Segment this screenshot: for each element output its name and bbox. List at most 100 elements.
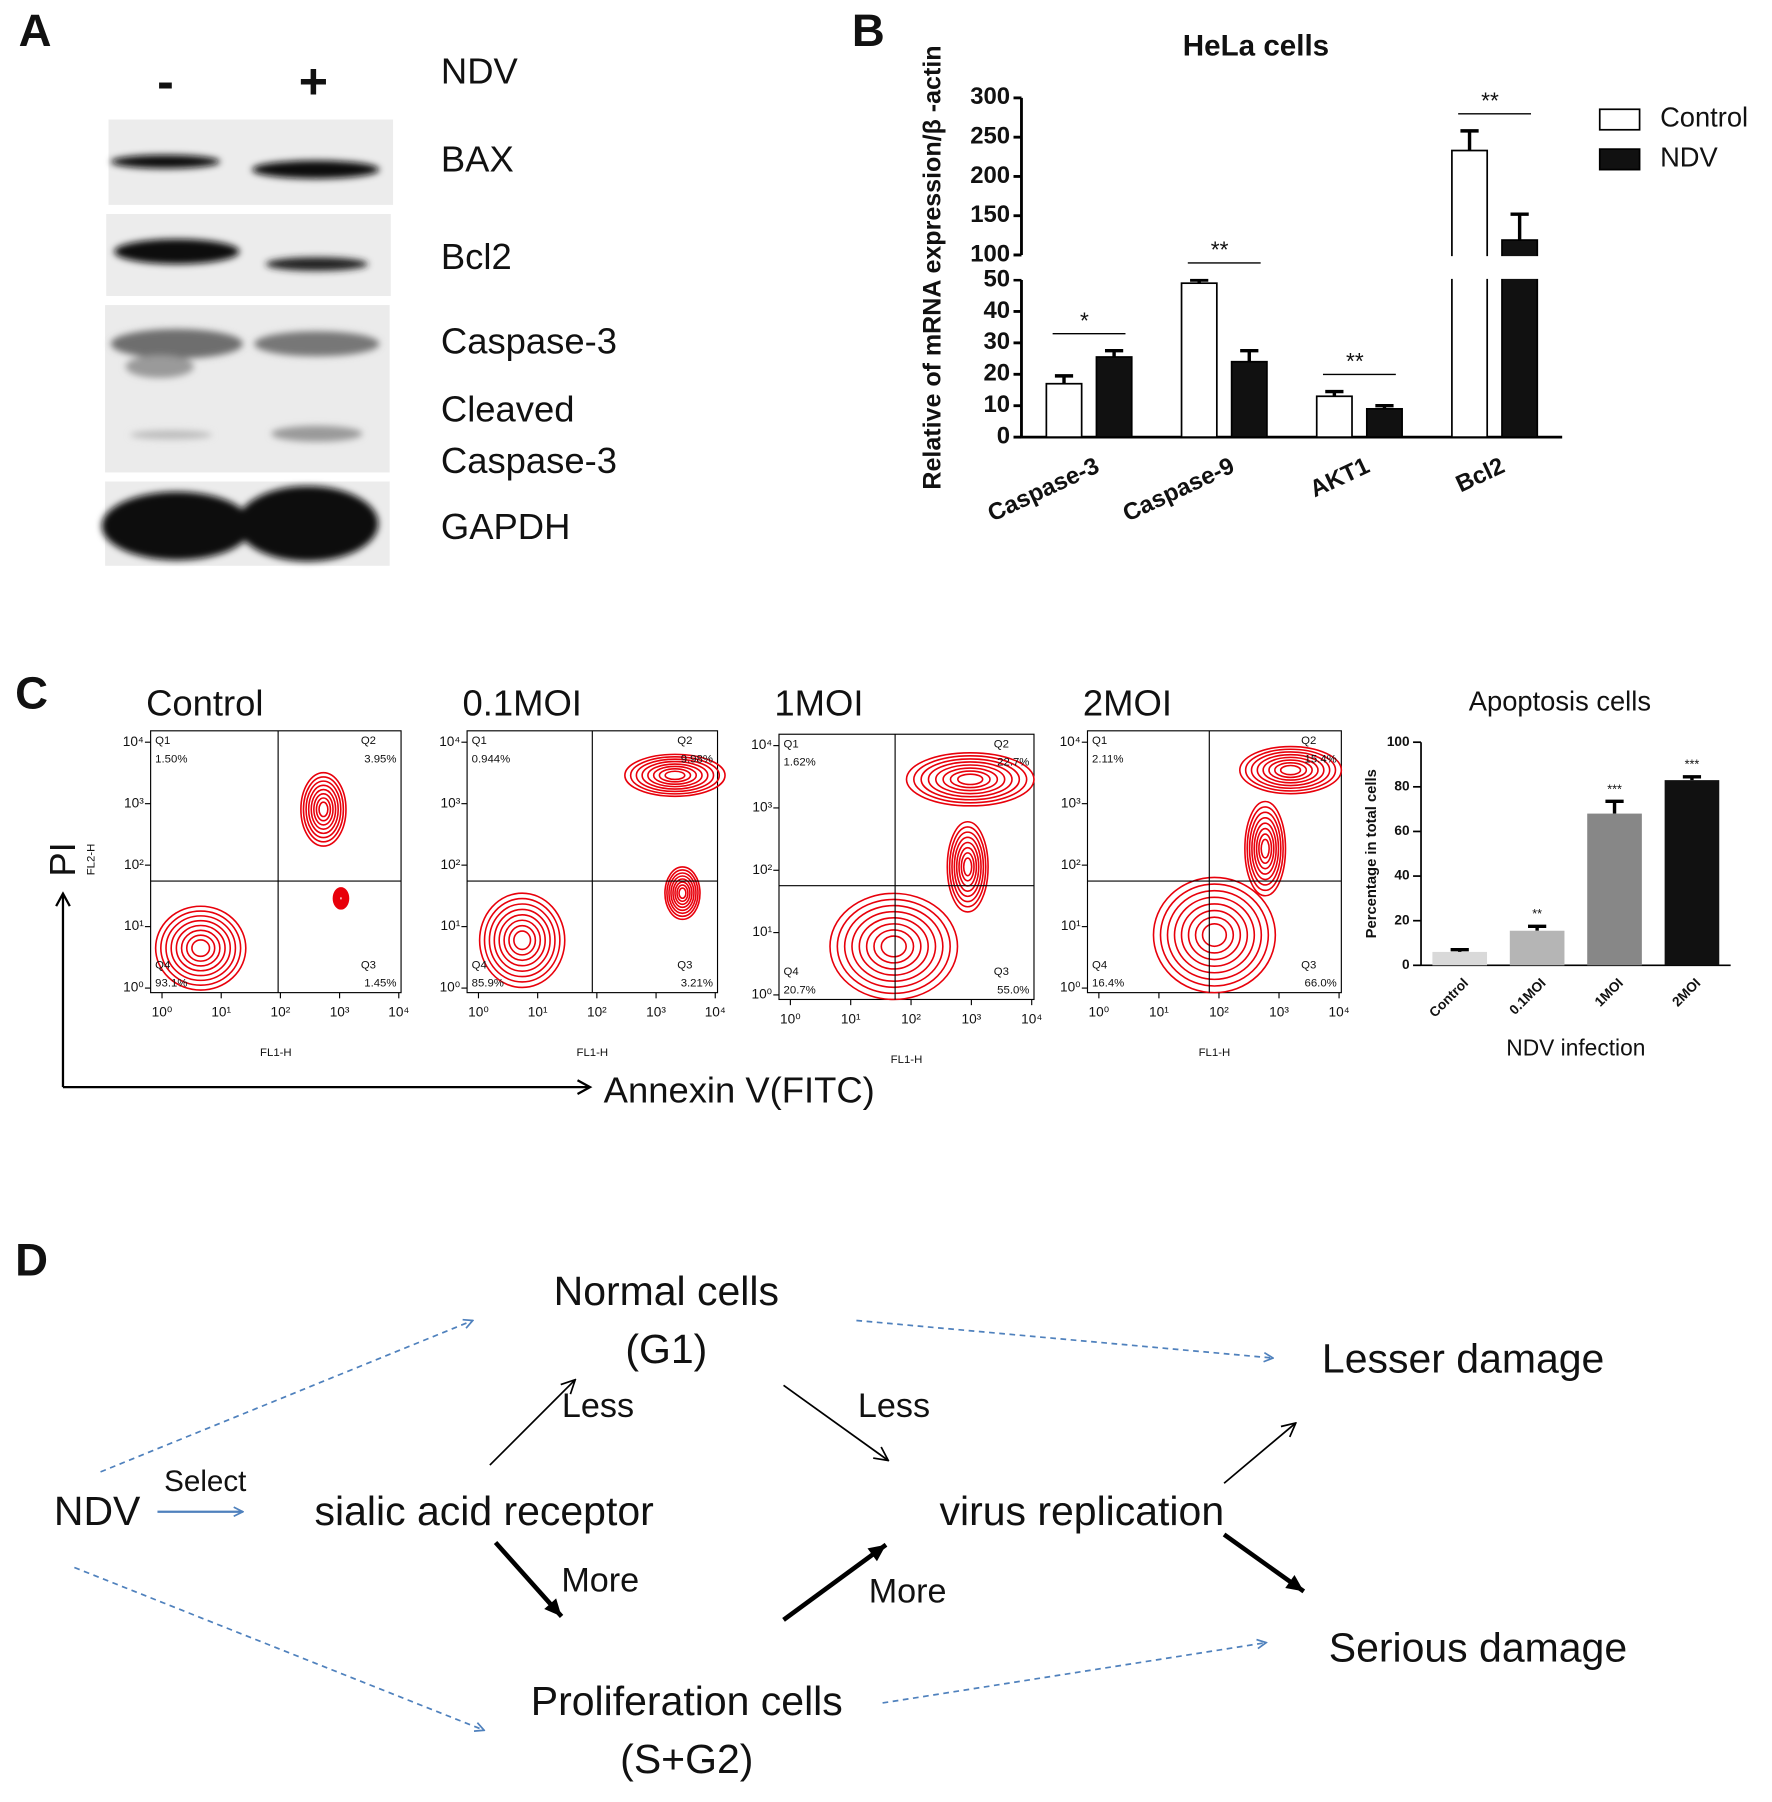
contour (641, 760, 709, 790)
quadrant-name: Q4 (155, 959, 170, 971)
y-tick-label: 0 (1402, 957, 1410, 972)
plot-frame (150, 730, 402, 994)
quadrant-name: Q1 (472, 735, 487, 747)
diagram-arrows (74, 1320, 1306, 1730)
quadrant-percent: 3.95% (364, 753, 396, 765)
contour (318, 801, 329, 818)
plot-title: 0.1MOI (463, 682, 582, 723)
x-tick-label: 10⁰ (152, 1005, 173, 1020)
contour (949, 770, 991, 789)
quadrant-name: Q2 (361, 735, 376, 747)
quadrant-name: Q2 (994, 738, 1009, 750)
quadrant-name: Q1 (155, 735, 170, 747)
contour (1194, 916, 1235, 954)
x-tick-label: 10¹ (211, 1005, 231, 1020)
contour (935, 764, 1006, 795)
contour (905, 752, 1035, 807)
contour (307, 784, 339, 835)
y-tick-label: 80 (1394, 778, 1410, 793)
y-axis-label: PI (42, 842, 83, 876)
y-tick-label: 10⁴ (751, 737, 772, 752)
contour (1255, 827, 1275, 870)
plot-x-label: FL1-H (260, 1047, 292, 1059)
y-tick-label: 250 (970, 122, 1010, 149)
contour (185, 934, 216, 962)
flow-axes (63, 894, 590, 1088)
y-tick-label: 10¹ (124, 918, 144, 933)
contour (1152, 876, 1277, 994)
contour (1159, 883, 1270, 987)
quadrant-name: Q2 (1301, 735, 1316, 747)
x-tick-label: 10⁴ (705, 1005, 726, 1020)
plot-frame (778, 733, 1035, 1001)
significance-label: ** (1481, 87, 1499, 113)
significance-label: ** (1532, 907, 1542, 921)
contour (664, 866, 701, 921)
legend-swatch (1598, 148, 1641, 171)
y-tick-label: 10³ (1061, 795, 1081, 810)
y-tick-label: 10⁴ (1060, 734, 1081, 749)
panel-label: B (852, 5, 885, 56)
contour (1279, 764, 1302, 776)
x-tick-label: Caspase-9 (1119, 452, 1239, 527)
blot-label: Bcl2 (441, 236, 512, 277)
bar (1315, 395, 1353, 438)
contour (1274, 761, 1308, 779)
x-tick-label: 10⁴ (1021, 1012, 1042, 1027)
quadrant-name: Q3 (1301, 959, 1316, 971)
blot-label: GAPDH (441, 506, 570, 547)
x-tick-label: 0.1MOI (1506, 975, 1548, 1017)
contour (678, 887, 687, 900)
legend-label: NDV (1660, 142, 1718, 173)
y-tick-label: 300 (970, 83, 1010, 110)
contour (880, 935, 907, 958)
blot-label: BAX (441, 138, 514, 179)
contour (305, 780, 342, 839)
plot-title: 2MOI (1083, 682, 1172, 723)
quadrant-name: Q3 (994, 966, 1009, 978)
contour (508, 924, 537, 956)
contour (478, 892, 566, 989)
x-tick-label: 10³ (962, 1012, 982, 1027)
contour (962, 857, 973, 877)
contour (672, 878, 693, 909)
diagram-node: (S+G2) (620, 1736, 753, 1782)
quadrant-name: Q3 (677, 959, 692, 971)
edge-label: More (869, 1573, 947, 1611)
y-tick-label: 10³ (752, 800, 772, 815)
x-axis-label: Annexin V(FITC) (604, 1069, 875, 1110)
quadrant-percent: 16.4% (1092, 978, 1124, 990)
plot-x-label: FL1-H (577, 1047, 609, 1059)
contour (498, 914, 546, 967)
x-tick-label: 10¹ (841, 1012, 861, 1027)
contour (1239, 745, 1343, 795)
significance-label: * (1080, 307, 1089, 333)
contour (1248, 811, 1282, 886)
contour (191, 939, 211, 958)
bar (1451, 149, 1489, 438)
contour (1256, 753, 1325, 787)
y-tick-label: 0 (997, 422, 1010, 449)
y-tick-label: 10⁰ (440, 980, 461, 995)
contour (629, 755, 721, 795)
x-tick-label: 10³ (330, 1005, 350, 1020)
diagram-node: Serious damage (1329, 1624, 1627, 1670)
x-tick-label: 10¹ (1149, 1005, 1169, 1020)
contour (313, 792, 334, 826)
x-tick-label: 2MOI (1669, 975, 1703, 1009)
edge-label: Less (562, 1387, 634, 1425)
y-tick-label: 40 (984, 297, 1011, 324)
contour (670, 875, 695, 912)
significance-label: *** (1607, 782, 1622, 796)
contour (503, 919, 542, 962)
y-tick-label: 100 (1387, 734, 1410, 749)
contour (180, 929, 221, 967)
quadrant-name: Q3 (361, 959, 376, 971)
blot-label: Caspase-3 (441, 440, 617, 481)
quadrant-percent: 22.7% (997, 757, 1029, 769)
x-tick-label: 10³ (1269, 1005, 1289, 1020)
contour (829, 892, 959, 1001)
quadrant-name: Q1 (1092, 735, 1107, 747)
contour (300, 771, 347, 847)
panel-label: A (19, 5, 52, 56)
